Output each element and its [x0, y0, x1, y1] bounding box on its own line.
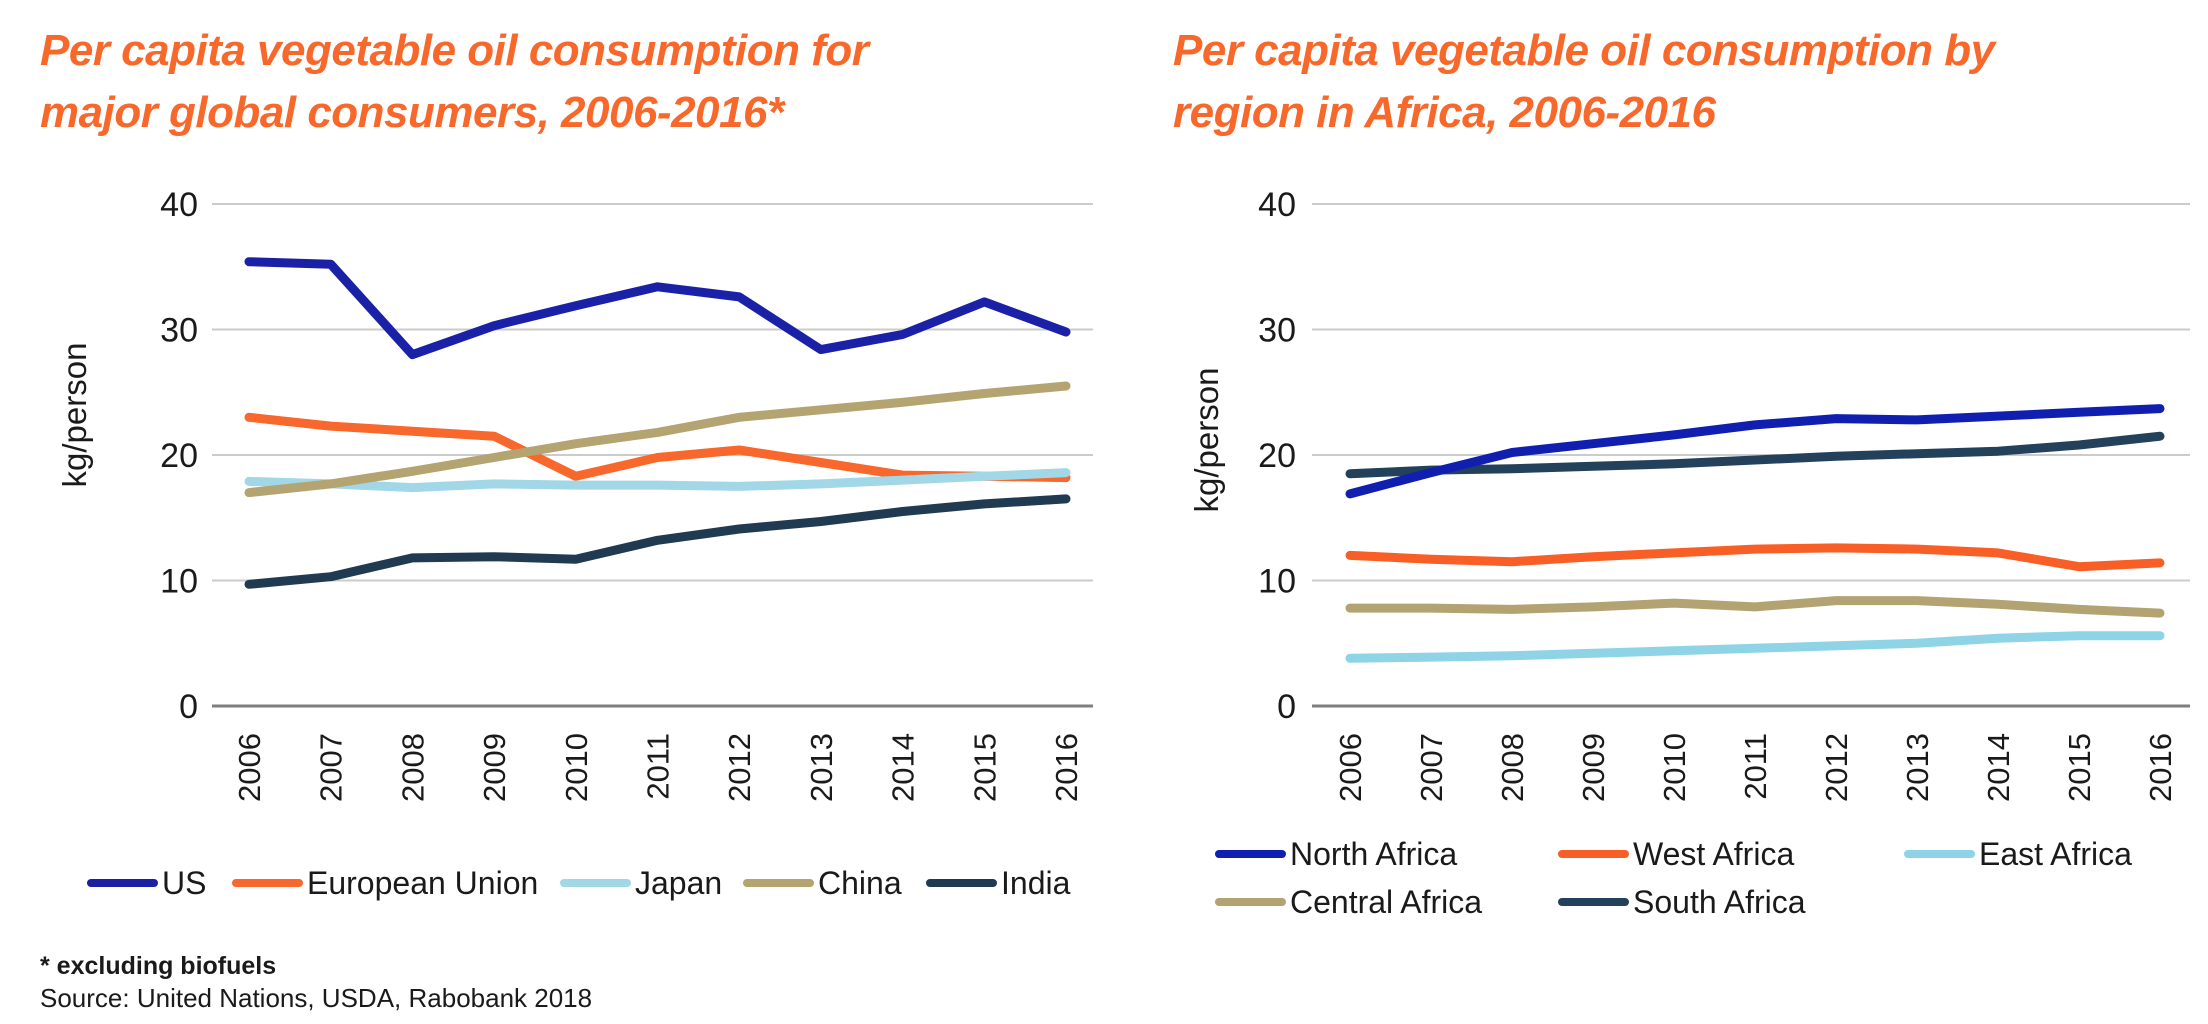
x-tick-label: 2008: [395, 733, 430, 802]
right-chart-title-line2: region in Africa, 2006-2016: [1173, 88, 1716, 137]
y-axis-label: kg/person: [1188, 368, 1225, 513]
x-tick-label: 2009: [1576, 733, 1611, 802]
legend-label: Central Africa: [1290, 883, 1483, 920]
legend-swatch: [1215, 898, 1286, 906]
legend-item-north-africa: North Africa: [1215, 835, 1458, 872]
series-line-japan: [244, 468, 1071, 493]
x-tick-label: 2014: [886, 733, 921, 802]
y-tick-label: 20: [1258, 437, 1296, 475]
legend-label: Japan: [635, 864, 723, 901]
legend-label: India: [1001, 864, 1071, 901]
y-axis-label: kg/person: [56, 343, 93, 488]
legend-swatch: [1558, 898, 1629, 906]
legend-item-india: India: [926, 864, 1071, 901]
legend-swatch: [743, 879, 814, 887]
legend-item-european-union: European Union: [232, 864, 539, 901]
legend-item-us: US: [87, 864, 207, 901]
x-tick-label: 2007: [1414, 733, 1449, 802]
left-chart-title: Per capita vegetable oil consumption for…: [40, 20, 1140, 144]
y-tick-label: 30: [1258, 312, 1296, 350]
x-tick-label: 2014: [1981, 733, 2016, 802]
y-tick-label: 40: [1258, 186, 1296, 224]
x-tick-label: 2009: [477, 733, 512, 802]
legend-label: West Africa: [1633, 835, 1795, 872]
legend-item-central-africa: Central Africa: [1215, 883, 1483, 920]
legend-item-japan: Japan: [560, 864, 723, 901]
series-line-west-africa: [1345, 543, 2165, 572]
legend-swatch: [87, 879, 158, 887]
series-line-india: [244, 494, 1071, 589]
y-tick-label: 10: [160, 563, 198, 601]
legend-item-south-africa: South Africa: [1558, 883, 1806, 920]
legend-label: China: [818, 864, 902, 901]
x-tick-label: 2016: [2143, 733, 2178, 802]
x-tick-label: 2008: [1495, 733, 1530, 802]
series-line-east-africa: [1345, 631, 2165, 663]
footnote-note: * excluding biofuels: [40, 952, 277, 980]
x-tick-label: 2011: [1738, 733, 1773, 800]
x-tick-label: 2012: [722, 733, 757, 802]
legend-swatch: [560, 879, 631, 887]
series-line-china: [244, 381, 1071, 498]
legend-item-east-africa: East Africa: [1904, 835, 2132, 872]
chart-1: 0 10 20 30 40 kg/person 2006 2007 2008 2009 2010 20…: [1188, 186, 2190, 802]
x-tick-label: 2010: [559, 733, 594, 802]
left-chart-title-line2: major global consumers, 2006-2016*: [40, 88, 784, 137]
x-tick-label: 2010: [1657, 733, 1692, 802]
legend-swatch: [1904, 850, 1975, 858]
x-tick-label: 2015: [2062, 733, 2097, 802]
x-tick-label: 2015: [967, 733, 1002, 802]
x-tick-label: 2013: [804, 733, 839, 802]
x-tick-label: 2011: [641, 733, 676, 800]
legend-label: US: [162, 864, 207, 901]
x-tick-label: 2006: [232, 733, 267, 802]
legend-swatch: [926, 879, 997, 887]
legend-label: South Africa: [1633, 883, 1806, 920]
series-line-north-africa: [1345, 404, 2165, 499]
y-tick-label: 0: [1277, 688, 1296, 726]
legend-label: European Union: [307, 864, 539, 901]
legend-label: East Africa: [1979, 835, 2132, 872]
x-tick-label: 2007: [314, 733, 349, 802]
legend-item-china: China: [743, 864, 902, 901]
left-chart-title-line1: Per capita vegetable oil consumption for: [40, 26, 869, 75]
chart-0: 0 10 20 30 40 kg/person 2006 2007 2008 2009 2010 20…: [56, 186, 1093, 802]
x-tick-label: 2012: [1819, 733, 1854, 802]
y-tick-label: 30: [160, 312, 198, 350]
legend-label: North Africa: [1290, 835, 1458, 872]
footnote-source: Source: United Nations, USDA, Rabobank 2…: [40, 983, 593, 1013]
series-line-us: [244, 257, 1071, 360]
x-tick-label: 2006: [1333, 733, 1368, 802]
y-tick-label: 40: [160, 186, 198, 224]
legend-swatch: [1215, 850, 1286, 858]
footnote: * excluding biofuels Source: United Nati…: [40, 950, 592, 1015]
x-tick-label: 2013: [1900, 733, 1935, 802]
series-line-central-africa: [1345, 596, 2165, 618]
legend-item-west-africa: West Africa: [1558, 835, 1795, 872]
legend-swatch: [232, 879, 303, 887]
y-tick-label: 10: [1258, 563, 1296, 601]
y-tick-label: 0: [179, 688, 198, 726]
right-chart-title: Per capita vegetable oil consumption by …: [1173, 20, 2193, 144]
right-chart-title-line1: Per capita vegetable oil consumption by: [1173, 26, 1995, 75]
x-tick-label: 2016: [1049, 733, 1084, 802]
series-line-south-africa: [1345, 431, 2165, 479]
y-tick-label: 20: [160, 437, 198, 475]
series-line-european-union: [244, 412, 1071, 483]
legend-swatch: [1558, 850, 1629, 858]
